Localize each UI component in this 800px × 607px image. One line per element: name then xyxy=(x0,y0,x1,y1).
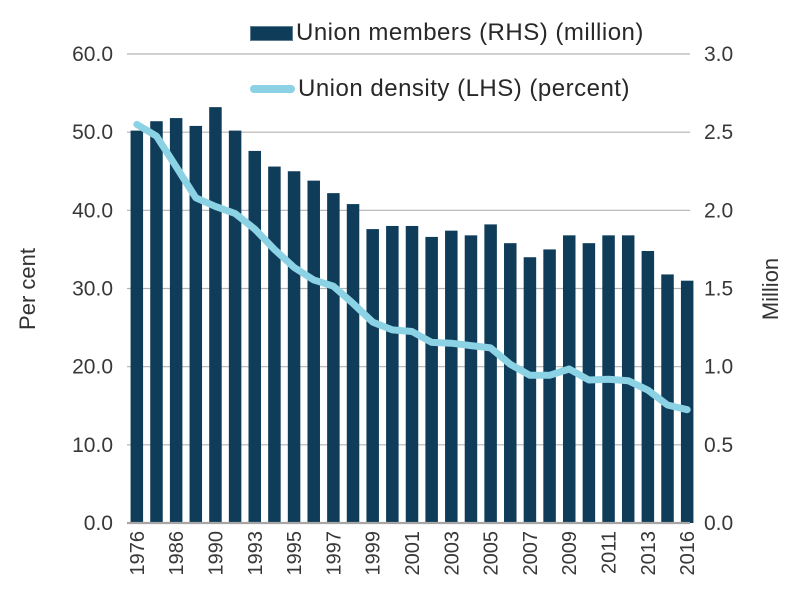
bar-1982 xyxy=(150,121,163,524)
right-axis-tick: 1.0 xyxy=(704,356,733,379)
bar-2008 xyxy=(543,249,556,523)
bar-1990 xyxy=(209,107,222,524)
left-axis-tick: 10.0 xyxy=(72,434,113,457)
left-axis-tick: 20.0 xyxy=(72,356,113,379)
x-axis-tick: 2016 xyxy=(677,531,699,576)
x-axis-tick: 1993 xyxy=(245,531,267,576)
left-axis-tick: 60.0 xyxy=(72,43,113,66)
right-axis-tick: 0.0 xyxy=(704,512,733,535)
x-axis-tick: 1995 xyxy=(284,531,306,576)
x-axis-tick: 1999 xyxy=(363,531,385,576)
bar-1996 xyxy=(307,180,320,523)
left-axis-title: Per cent xyxy=(15,248,40,330)
bar-1997 xyxy=(327,193,340,524)
bar-1986 xyxy=(169,118,183,523)
bar-1995 xyxy=(287,171,301,523)
left-axis-tick: 50.0 xyxy=(72,121,113,144)
x-axis-tick: 2001 xyxy=(402,531,424,576)
x-axis-tick: 2005 xyxy=(481,531,503,576)
bar-2002 xyxy=(425,236,438,523)
x-axis-tick: 2007 xyxy=(520,531,542,576)
x-axis-tick: 2003 xyxy=(441,531,463,576)
bar-2001 xyxy=(405,225,419,523)
right-axis-tick: 3.0 xyxy=(704,43,733,66)
x-axis-tick: 1997 xyxy=(323,531,345,576)
bar-2007 xyxy=(523,257,537,523)
bar-2004 xyxy=(464,235,478,523)
bar-2006 xyxy=(504,243,517,523)
bar-1988 xyxy=(189,125,203,523)
x-axis-tick: 2009 xyxy=(559,531,581,576)
bar-1999 xyxy=(366,229,379,524)
left-axis-tick: 0.0 xyxy=(84,512,113,535)
bar-2005 xyxy=(484,224,497,524)
x-axis-tick: 2013 xyxy=(638,531,660,576)
x-axis-tick: 2011 xyxy=(599,531,621,574)
right-axis-tick: 0.5 xyxy=(704,434,733,457)
legend-item-union-density: Union density (LHS) (percent) xyxy=(250,75,630,102)
right-axis-tick: 1.5 xyxy=(704,278,733,301)
right-axis-tick: 2.5 xyxy=(704,121,733,144)
bar-1976 xyxy=(130,130,144,523)
bar-2014 xyxy=(661,274,674,523)
x-axis-tick: 1990 xyxy=(205,531,227,576)
bar-1994 xyxy=(268,166,281,523)
left-axis-tick: 40.0 xyxy=(72,199,113,222)
left-axis-tick: 30.0 xyxy=(72,278,113,301)
bar-2016 xyxy=(680,280,694,523)
bar-1998 xyxy=(346,204,360,523)
union-members-bar-swatch-icon xyxy=(250,25,293,41)
x-axis-tick: 1976 xyxy=(127,531,149,576)
bar-2000 xyxy=(386,225,399,523)
legend-label-union-density: Union density (LHS) (percent) xyxy=(298,75,630,102)
legend-label-union-members: Union members (RHS) (million) xyxy=(296,19,644,46)
legend-item-union-members: Union members (RHS) (million) xyxy=(250,19,644,46)
union-density-line-swatch-icon xyxy=(250,85,295,93)
bar-2003 xyxy=(445,230,458,523)
right-axis-tick: 2.0 xyxy=(704,199,733,222)
bar-1993 xyxy=(248,150,262,523)
right-axis-title: Million xyxy=(758,257,783,321)
bar-1992 xyxy=(228,130,242,523)
bar-2009 xyxy=(562,235,576,523)
union-density-line xyxy=(133,120,691,414)
x-axis-tick: 1986 xyxy=(166,531,188,576)
